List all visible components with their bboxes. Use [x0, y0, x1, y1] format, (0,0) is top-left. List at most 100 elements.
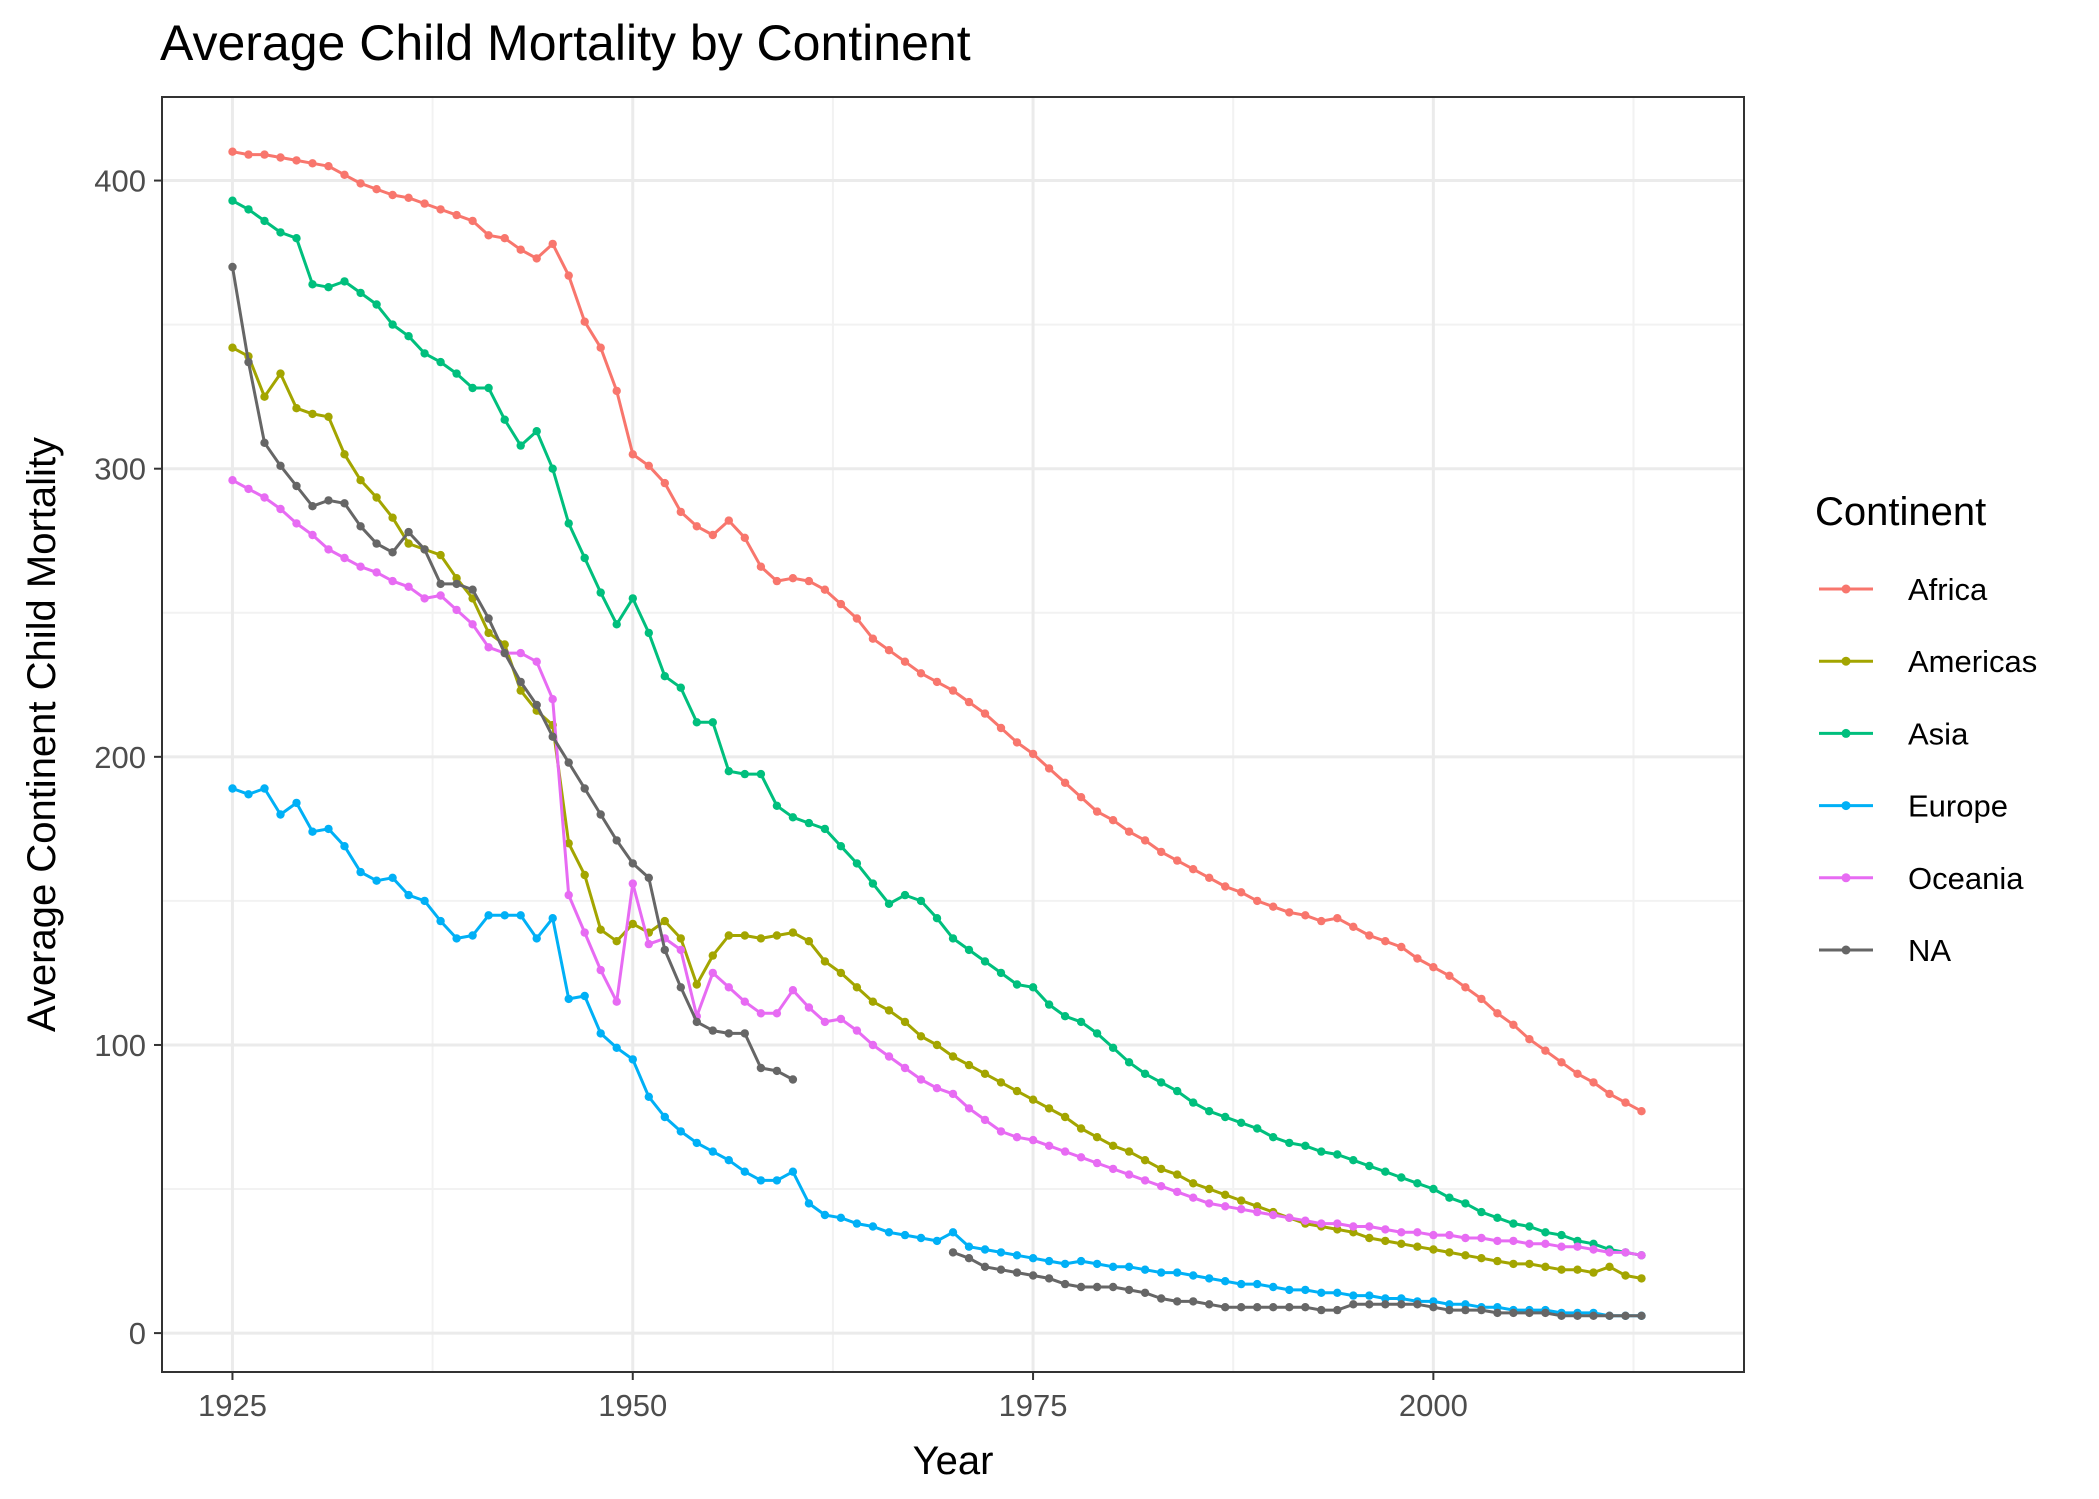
data-point-africa [820, 585, 830, 594]
data-point-americas [1445, 1248, 1454, 1257]
data-point-africa [1140, 836, 1150, 845]
data-point-asia [1365, 1161, 1374, 1171]
data-point-africa [644, 461, 653, 470]
data-point-na [1092, 1282, 1102, 1292]
data-point-asia [276, 228, 285, 237]
data-point-oceania [1012, 1133, 1022, 1142]
data-point-europe [1124, 1262, 1134, 1272]
data-point-europe [1012, 1251, 1022, 1260]
data-point-asia [740, 769, 749, 779]
data-point-asia [676, 683, 685, 692]
data-point-na [1477, 1305, 1486, 1315]
data-point-africa [692, 522, 701, 531]
data-point-oceania [436, 591, 445, 600]
data-point-europe [372, 876, 381, 885]
data-point-oceania [1429, 1230, 1438, 1240]
data-point-americas [1237, 1196, 1246, 1205]
data-point-americas [1092, 1133, 1102, 1142]
data-point-europe [724, 1156, 733, 1165]
series-na [228, 262, 1646, 1321]
data-point-na [500, 648, 509, 658]
data-point-na [436, 579, 445, 589]
data-point-africa [436, 205, 445, 214]
data-point-africa [1060, 778, 1070, 787]
data-point-africa [1317, 916, 1326, 926]
data-point-asia [1140, 1069, 1150, 1079]
data-point-asia [1397, 1173, 1406, 1182]
data-point-europe [708, 1147, 717, 1156]
data-point-americas [1589, 1268, 1598, 1277]
data-point-americas [1477, 1254, 1486, 1263]
data-point-americas [260, 392, 269, 401]
data-point-na [564, 758, 573, 767]
data-point-europe [660, 1112, 669, 1122]
data-point-africa [1573, 1069, 1582, 1079]
data-point-europe [340, 842, 349, 851]
data-point-europe [948, 1228, 958, 1237]
data-point-africa [420, 199, 429, 208]
data-point-africa [1413, 954, 1422, 963]
data-point-africa [1525, 1035, 1534, 1044]
data-point-africa [1124, 827, 1134, 836]
data-point-americas [276, 369, 285, 378]
data-point-asia [356, 288, 365, 298]
data-point-europe [884, 1228, 894, 1237]
data-point-na [452, 579, 461, 589]
legend-title: Continent [1815, 490, 1986, 534]
data-point-africa [1429, 963, 1438, 972]
data-point-oceania [1621, 1248, 1630, 1257]
data-point-na [420, 545, 429, 554]
data-point-oceania [1317, 1219, 1326, 1228]
data-point-europe [692, 1138, 701, 1148]
data-point-americas [1621, 1271, 1630, 1280]
data-point-asia [628, 594, 637, 603]
legend-label: Europe [1908, 789, 2008, 824]
data-point-oceania [1365, 1222, 1374, 1231]
data-point-europe [900, 1230, 910, 1240]
data-point-na [1060, 1279, 1070, 1289]
data-point-africa [1445, 971, 1454, 980]
data-point-americas [1124, 1147, 1134, 1156]
data-point-na [1509, 1308, 1518, 1318]
data-point-americas [308, 409, 317, 419]
data-point-oceania [852, 1026, 862, 1035]
data-point-americas [628, 919, 637, 929]
data-point-asia [660, 672, 669, 681]
data-point-europe [1237, 1279, 1246, 1289]
legend-label: Africa [1908, 572, 1988, 607]
data-point-asia [1108, 1043, 1118, 1053]
data-point-africa [1028, 749, 1038, 759]
data-point-na [980, 1262, 990, 1272]
legend-key-point [1841, 945, 1851, 955]
data-point-americas [228, 343, 237, 352]
data-point-na [1237, 1303, 1246, 1312]
data-point-asia [500, 415, 509, 424]
legend-label: NA [1908, 933, 1951, 968]
data-point-americas [1140, 1156, 1150, 1165]
legend-label: Americas [1908, 644, 2037, 679]
data-point-americas [404, 539, 413, 548]
data-point-americas [516, 686, 525, 695]
data-point-africa [1205, 873, 1214, 882]
data-point-americas [964, 1060, 974, 1070]
data-point-na [1221, 1303, 1230, 1312]
series-africa [228, 147, 1646, 1116]
data-point-na [1349, 1300, 1358, 1309]
data-point-africa [580, 317, 589, 326]
data-point-africa [500, 234, 509, 243]
data-point-europe [564, 994, 573, 1004]
data-point-europe [356, 867, 365, 877]
x-axis-title: Year [913, 1439, 994, 1483]
data-point-asia [1333, 1150, 1342, 1159]
data-point-africa [260, 150, 269, 159]
data-point-europe [804, 1199, 814, 1208]
data-point-europe [1301, 1285, 1310, 1295]
data-point-oceania [884, 1052, 894, 1061]
data-point-africa [1605, 1089, 1614, 1099]
data-point-europe [916, 1233, 926, 1243]
data-point-asia [1429, 1184, 1438, 1194]
data-point-europe [1092, 1259, 1102, 1269]
data-point-africa [1092, 807, 1102, 816]
data-point-na [1253, 1303, 1262, 1312]
